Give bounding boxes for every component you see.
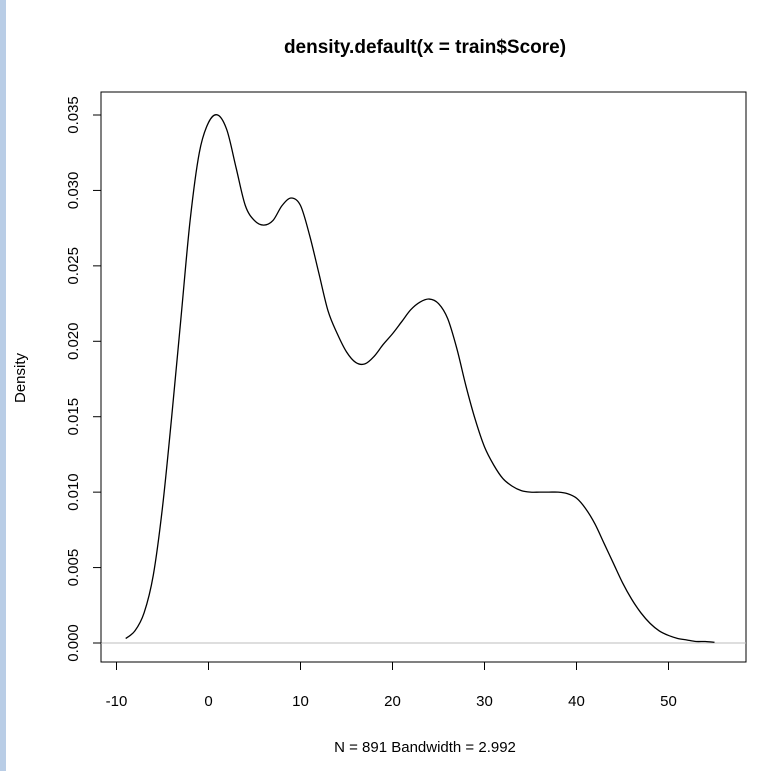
y-tick-label: 0.020 [65, 323, 82, 361]
y-tick-label: 0.035 [65, 96, 82, 134]
x-axis: -10 0 10 20 30 40 50 [106, 661, 677, 710]
y-tick-label: 0.010 [65, 473, 82, 511]
y-tick-label: 0.025 [65, 247, 82, 285]
y-tick-label: 0.030 [65, 172, 82, 210]
x-tick-label: -10 [106, 693, 128, 710]
x-tick-label: 0 [204, 693, 212, 710]
window-edge-strip [0, 0, 6, 771]
y-tick-label: 0.015 [65, 398, 82, 436]
x-tick-label: 40 [568, 693, 585, 710]
density-curve [125, 114, 715, 643]
chart-title: density.default(x = train$Score) [284, 37, 566, 58]
y-axis-label: Density [12, 352, 29, 403]
y-tick-label: 0.005 [65, 549, 82, 587]
plot-frame [100, 91, 747, 663]
y-tick-label: 0.000 [65, 624, 82, 662]
x-axis-label: N = 891 Bandwidth = 2.992 [334, 739, 516, 756]
x-tick-label: 50 [660, 693, 677, 710]
x-tick-label: 10 [292, 693, 309, 710]
x-tick-label: 30 [476, 693, 493, 710]
y-axis: 0.000 0.005 0.010 0.015 0.020 0.025 0.030 0.035 [65, 96, 102, 662]
x-tick-label: 20 [384, 693, 401, 710]
